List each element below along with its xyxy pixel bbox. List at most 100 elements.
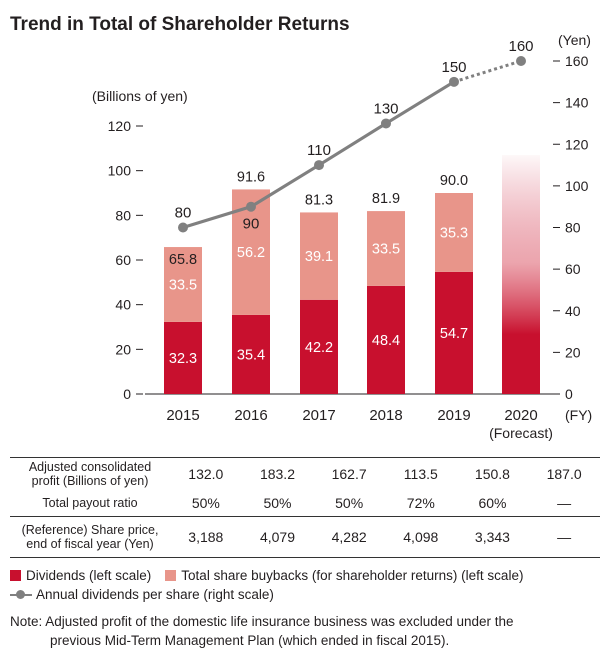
right-tick-label: 0 [565,386,573,402]
legend-label-buybacks: Total share buybacks (for shareholder re… [181,568,524,583]
table-cell: 60% [456,490,529,517]
table-row: (Reference) Share price, end of fiscal ye… [10,516,600,558]
table-cell: 183.2 [241,457,314,490]
bar-dividends [367,285,405,394]
legend-label-dps: Annual dividends per share (right scale) [36,587,274,602]
right-tick-label: 120 [565,136,589,152]
table-cell: 3,343 [456,516,529,558]
data-label-buybacks: 35.3 [440,225,468,241]
stats-table: Adjusted consolidated profit (Billions of… [10,457,600,558]
table-cell: 150.8 [456,457,529,490]
left-tick-label: 0 [123,386,131,402]
data-label-dividends: 42.2 [305,340,333,356]
table-cell: — [528,516,600,558]
row-label-line: Total payout ratio [42,496,138,510]
row-label-line: end of fiscal year (Yen) [26,537,154,551]
bar-buybacks [164,247,202,322]
right-tick-label: 20 [565,344,581,360]
table-cell: 50% [313,490,385,517]
table-cell: 50% [170,490,242,517]
right-axis-label: (Yen) [558,32,591,48]
buybacks-swatch [165,570,177,581]
data-label-dividends: 35.4 [237,347,265,363]
data-label-dividends: 54.7 [440,326,468,342]
dps-value-label: 150 [441,59,466,76]
note-line-1: Note: Adjusted profit of the domestic li… [10,614,514,629]
right-tick-label: 60 [565,261,581,277]
dps-point [246,201,256,212]
right-tick-label: 140 [565,95,589,111]
right-tick-label: 40 [565,303,581,319]
x-tick-label: 2020 [504,407,537,424]
x-tick-sublabel: (Forecast) [489,425,553,441]
footnote: Note: Adjusted profit of the domestic li… [10,612,600,650]
data-label-total: 81.9 [372,191,400,207]
dividends-swatch [10,570,21,581]
data-label-buybacks: 39.1 [305,249,333,265]
table-cell: 113.5 [384,457,457,490]
legend-item-dividends: Dividends (left scale) [10,568,151,583]
table-row: Total payout ratio 50% 50% 50% 72% 60% — [10,490,600,517]
chart-area: (Billions of yen) (Yen) (FY) 0 20 40 60 80 10… [92,32,592,441]
row-label-line: Adjusted consolidated [28,460,152,474]
table-cell: 50% [241,490,314,517]
data-label-buybacks: 56.2 [237,245,265,261]
data-label-buybacks: 33.5 [372,241,400,257]
chart-title: Trend in Total of Shareholder Returns [10,14,350,35]
data-label-buybacks: 33.5 [169,277,197,293]
table-cell: 132.0 [170,457,242,490]
table-cell: 4,098 [384,516,457,558]
dps-line-swatch [10,589,32,600]
left-tick-label: 40 [115,297,131,313]
note-line-2: previous Mid-Term Management Plan (which… [50,633,450,648]
x-tick-label: 2017 [302,407,335,424]
row-label-line: profit (Billions of yen) [31,474,149,488]
table-cell: 187.0 [528,457,600,490]
row-label-line: (Reference) Share price, [21,523,159,537]
right-tick-label: 160 [565,53,589,69]
dps-point [381,118,391,129]
dps-point [449,76,459,87]
dps-point [314,160,324,171]
bar-dividends [164,321,202,394]
dps-value-label: 90 [243,216,260,233]
table-cell: 3,188 [170,516,242,558]
x-tick-label: 2016 [234,407,267,424]
x-tick-label: 2015 [166,407,199,424]
table-cell: — [528,490,600,517]
x-tick-label: 2019 [437,407,470,424]
left-axis-label: (Billions of yen) [92,88,188,104]
bar-dividends [435,271,473,394]
bar-buybacks [435,193,473,272]
table-cell: 4,079 [241,516,314,558]
left-tick-label: 100 [108,163,132,179]
data-label-total: 65.8 [169,252,197,268]
left-tick-label: 60 [115,252,131,268]
left-tick-label: 80 [115,207,131,223]
x-unit-label: (FY) [565,407,592,423]
table-cell: 162.7 [313,457,385,490]
dps-value-label: 80 [175,205,192,222]
bar-buybacks [300,212,338,300]
dps-point [178,222,188,233]
legend-item-dps: Annual dividends per share (right scale) [10,587,274,602]
left-tick-label: 120 [108,118,132,134]
table-cell: 72% [384,490,457,517]
bar-dividends [300,299,338,394]
dps-value-label: 160 [508,38,533,55]
data-label-total: 91.6 [237,169,265,185]
right-tick-label: 100 [565,178,589,194]
data-label-total: 90.0 [440,173,468,189]
table-row: Adjusted consolidated profit (Billions of… [10,457,600,490]
bar-dividends [232,314,270,394]
table-row-label: Adjusted consolidated profit (Billions of… [10,457,170,490]
legend-item-buybacks: Total share buybacks (for shareholder re… [165,568,523,583]
dps-value-label: 110 [307,142,331,159]
right-tick-label: 80 [565,220,581,236]
bar-buybacks [367,211,405,286]
bar-forecast [502,155,540,394]
left-tick-label: 20 [115,341,131,357]
table-row-label: Total payout ratio [10,490,170,517]
data-label-dividends: 32.3 [169,351,197,367]
dps-point [516,56,526,66]
